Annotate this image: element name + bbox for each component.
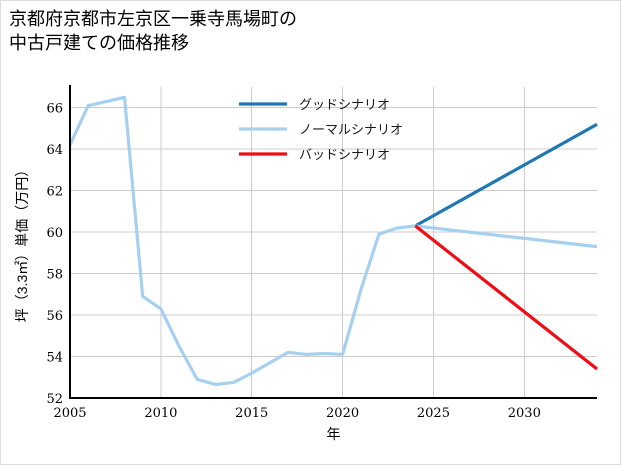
legend-label-バッドシナリオ: バッドシナリオ — [299, 147, 390, 162]
y-tick-label: 58 — [46, 268, 63, 283]
x-tick-label: 2020 — [326, 406, 359, 421]
y-axis-tick-labels: 52 54 56 58 60 62 64 66 — [46, 102, 63, 407]
legend-label-ノーマルシナリオ: ノーマルシナリオ — [299, 122, 403, 137]
x-axis-title: 年 — [327, 426, 341, 442]
x-axis-tick-labels: 2005 2010 2015 2020 2025 2030 — [53, 406, 540, 421]
y-tick-label: 62 — [46, 185, 63, 200]
data-series-group — [68, 95, 598, 387]
y-tick-label: 60 — [46, 226, 63, 241]
x-tick-label: 2015 — [235, 406, 268, 421]
x-tick-label: 2030 — [508, 406, 541, 421]
axis-spines — [68, 85, 597, 400]
x-tick-label: 2025 — [417, 406, 450, 421]
y-tick-label: 56 — [46, 309, 63, 324]
axis-titles-group: 年 坪（3.3㎡）単価（万円） — [14, 163, 341, 442]
y-tick-label: 64 — [46, 143, 63, 158]
series-line-グッドシナリオ — [414, 122, 598, 228]
x-tick-label: 2005 — [53, 406, 86, 421]
series-line-バッドシナリオ — [414, 224, 598, 371]
y-tick-label: 66 — [46, 102, 63, 117]
gridlines-group — [69, 87, 597, 399]
page-title: 京都府京都市左京区一乗寺馬場町の 中古戸建ての価格推移 — [9, 9, 297, 54]
y-tick-label: 54 — [46, 351, 63, 366]
series-line-ノーマルシナリオ — [68, 95, 598, 387]
legend-label-グッドシナリオ: グッドシナリオ — [299, 97, 390, 112]
x-tick-label: 2010 — [144, 406, 177, 421]
y-tick-label: 52 — [46, 392, 63, 407]
y-axis-title: 坪（3.3㎡）単価（万円） — [14, 163, 30, 322]
